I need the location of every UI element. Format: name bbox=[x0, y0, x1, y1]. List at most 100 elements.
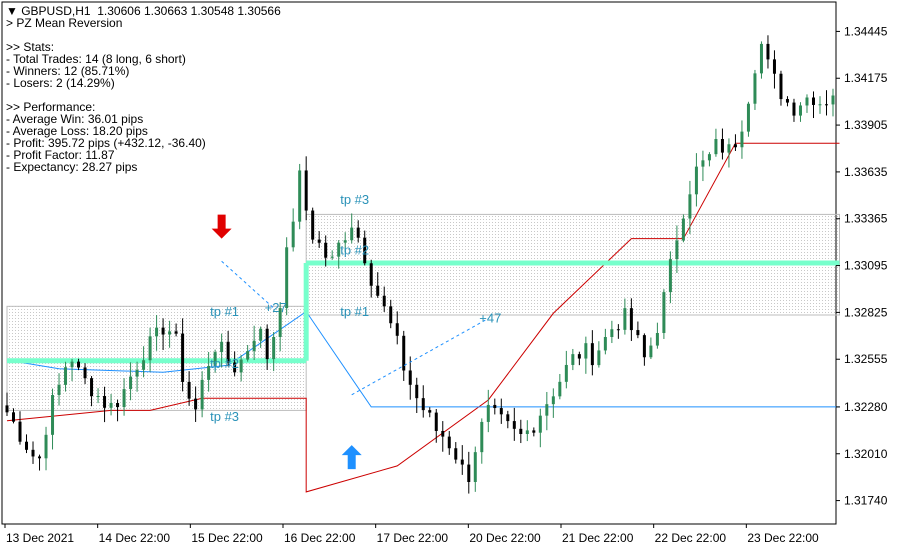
candle-body bbox=[824, 104, 828, 106]
candle-body bbox=[135, 369, 139, 377]
candle-body bbox=[525, 430, 529, 434]
candle-body bbox=[129, 376, 133, 390]
candle-body bbox=[519, 428, 523, 434]
candle-body bbox=[389, 306, 393, 324]
candle-body bbox=[668, 259, 672, 293]
candle-body bbox=[727, 144, 731, 153]
candle-body bbox=[38, 456, 42, 459]
indicator-lines bbox=[6, 142, 840, 493]
candle-body bbox=[246, 351, 250, 360]
candle-body bbox=[532, 430, 536, 433]
candle-body bbox=[337, 242, 341, 257]
y-tick-label: 1.31740 bbox=[844, 494, 888, 508]
candle-body bbox=[499, 408, 503, 415]
candle-body bbox=[96, 395, 100, 397]
candle-body bbox=[798, 105, 802, 116]
candle-body bbox=[57, 384, 61, 396]
stats-title: >> Stats: bbox=[6, 40, 55, 54]
candle-body bbox=[805, 97, 809, 106]
candle-body bbox=[772, 59, 776, 74]
candle-body bbox=[512, 421, 516, 429]
candle-body bbox=[18, 421, 22, 442]
candle-body bbox=[343, 240, 347, 243]
performance-line: - Average Win: 36.01 pips bbox=[6, 112, 144, 126]
candle-body bbox=[558, 381, 562, 397]
candle-body bbox=[564, 364, 568, 382]
candle-body bbox=[441, 430, 445, 437]
x-tick-label: 20 Dec 22:00 bbox=[469, 531, 541, 545]
mean-line bbox=[6, 310, 840, 408]
candle-body bbox=[207, 365, 211, 380]
candle-body bbox=[759, 43, 763, 74]
candle-body bbox=[5, 405, 9, 413]
x-tick-label: 14 Dec 22:00 bbox=[99, 531, 171, 545]
candle-body bbox=[623, 308, 627, 330]
candle-body bbox=[155, 327, 159, 337]
candle-body bbox=[181, 333, 185, 382]
indicator-name: > PZ Mean Reversion bbox=[6, 16, 123, 30]
candle-body bbox=[90, 378, 94, 397]
candle-body bbox=[122, 389, 126, 408]
candle-body bbox=[168, 331, 172, 335]
tp-label: tp #2 bbox=[340, 242, 369, 257]
tp-label: tp #3 bbox=[340, 192, 369, 207]
x-tick-label: 16 Dec 22:00 bbox=[284, 531, 356, 545]
candle-body bbox=[330, 256, 334, 258]
candle-body bbox=[753, 73, 757, 104]
candle-body bbox=[629, 308, 633, 331]
candle-body bbox=[694, 166, 698, 195]
candle-body bbox=[402, 335, 406, 371]
candle-body bbox=[818, 104, 822, 106]
candle-body bbox=[83, 367, 87, 379]
candle-body bbox=[317, 239, 321, 243]
candle-body bbox=[31, 449, 35, 457]
candle-body bbox=[298, 170, 302, 222]
candle-body bbox=[720, 139, 724, 153]
candle-body bbox=[584, 343, 588, 359]
candle-body bbox=[551, 396, 555, 405]
candles bbox=[5, 35, 835, 494]
candle-body bbox=[44, 434, 48, 459]
x-tick-label: 17 Dec 22:00 bbox=[377, 531, 449, 545]
performance-line: - Profit Factor: 11.87 bbox=[6, 148, 115, 162]
y-tick-label: 1.34175 bbox=[844, 71, 888, 85]
chart-info: ▼ GBPUSD,H1 1.30606 1.30663 1.30548 1.30… bbox=[6, 5, 281, 173]
candle-body bbox=[714, 139, 718, 155]
candle-body bbox=[408, 370, 412, 385]
candle-body bbox=[161, 327, 165, 335]
performance-line: - Profit: 395.72 pips (+432.12, -36.40) bbox=[6, 136, 206, 150]
candle-body bbox=[473, 452, 477, 482]
dropdown-icon[interactable]: ▼ bbox=[6, 4, 22, 18]
y-tick-label: 1.33095 bbox=[844, 259, 888, 273]
candle-body bbox=[324, 242, 328, 258]
y-tick-label: 1.32010 bbox=[844, 447, 888, 461]
candle-body bbox=[103, 395, 107, 408]
candle-body bbox=[311, 210, 315, 240]
candle-body bbox=[415, 384, 419, 399]
candle-body bbox=[785, 99, 789, 103]
candle-body bbox=[571, 354, 575, 365]
candle-body bbox=[649, 345, 653, 358]
candle-body bbox=[77, 361, 81, 368]
candle-body bbox=[116, 403, 120, 408]
candle-body bbox=[421, 398, 425, 411]
candle-body bbox=[545, 404, 549, 416]
axes: 1.34445 1.34175 1.33905 1.33635 1.33365 1.330… bbox=[4, 24, 888, 545]
y-tick-label: 1.33905 bbox=[844, 118, 888, 132]
candle-body bbox=[356, 227, 360, 238]
candle-body bbox=[746, 103, 750, 132]
trade-markers: +27 +47 bbox=[211, 214, 501, 470]
candle-body bbox=[187, 381, 191, 399]
candle-body bbox=[480, 421, 484, 453]
y-tick-label: 1.32555 bbox=[844, 352, 888, 366]
x-tick-label: 21 Dec 22:00 bbox=[562, 531, 634, 545]
candle-body bbox=[233, 362, 237, 373]
candle-body bbox=[226, 341, 230, 363]
x-tick-label: 22 Dec 22:00 bbox=[655, 531, 727, 545]
candle-body bbox=[493, 404, 497, 409]
candle-body bbox=[142, 360, 146, 370]
tp-label: tp #1 bbox=[340, 304, 369, 319]
candle-body bbox=[675, 240, 679, 260]
candle-body bbox=[213, 352, 217, 366]
